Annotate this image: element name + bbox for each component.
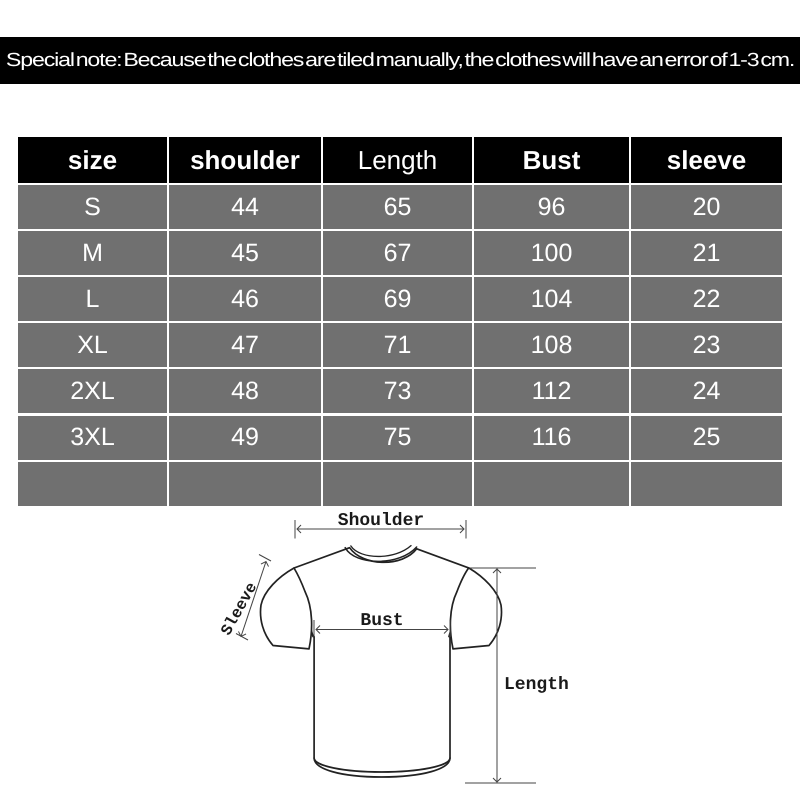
svg-text:Sleeve: Sleeve — [218, 580, 262, 639]
svg-text:Shoulder: Shoulder — [338, 511, 424, 531]
svg-text:Bust: Bust — [360, 611, 403, 631]
svg-text:Length: Length — [504, 675, 569, 695]
